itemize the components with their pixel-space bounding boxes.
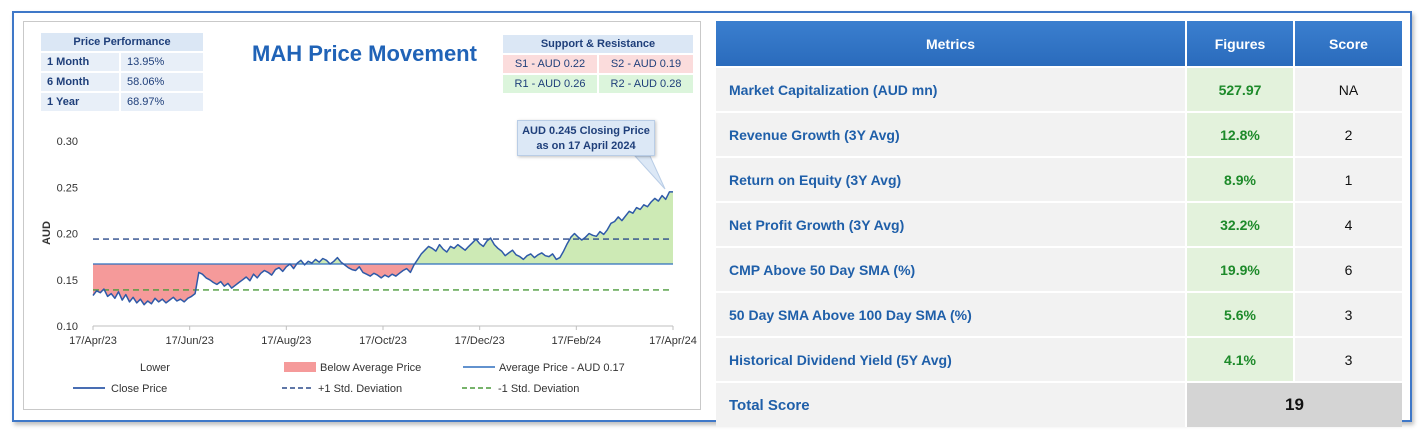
support-resistance-header: Support & Resistance [503,35,693,53]
table-row: 6 Month 58.06% [41,73,203,91]
metric-name: Historical Dividend Yield (5Y Avg) [716,336,1186,382]
price-performance-header: Price Performance [41,33,203,51]
x-tick-label: 17/Oct/23 [359,335,407,347]
metric-name: Revenue Growth (3Y Avg) [716,111,1186,157]
metric-score: 1 [1293,156,1402,202]
table-row: Market Capitalization (AUD mn) 527.97 NA [716,66,1402,112]
perf-value: 68.97% [121,93,203,111]
x-tick-label: 17/Apr/24 [649,335,697,347]
legend-label: -1 Std. Deviation [498,383,579,395]
x-tick-label: 17/Feb/24 [552,335,602,347]
metric-name: Return on Equity (3Y Avg) [716,156,1186,202]
metric-name: CMP Above 50 Day SMA (%) [716,246,1186,292]
metric-figure: 19.9% [1185,246,1294,292]
metrics-table: Metrics Figures Score Market Capitalizat… [716,21,1402,427]
metric-figure: 12.8% [1185,111,1294,157]
metrics-header: Metrics [716,21,1186,67]
y-tick-label: 0.10 [57,321,78,333]
y-tick-label: 0.30 [57,136,78,148]
perf-label: 1 Year [41,93,119,111]
metric-figure: 32.2% [1185,201,1294,247]
above-average-area [289,191,673,265]
perf-value: 13.95% [121,53,203,71]
total-row: Total Score 19 [716,381,1402,427]
y-tick-label: 0.20 [57,229,78,241]
total-score-value: 19 [1185,381,1402,427]
score-header: Score [1293,21,1402,67]
table-row: Revenue Growth (3Y Avg) 12.8% 2 [716,111,1402,157]
metric-score: 6 [1293,246,1402,292]
table-row: 1 Month 13.95% [41,53,203,71]
metric-figure: 8.9% [1185,156,1294,202]
legend-label: Average Price - AUD 0.17 [499,362,625,374]
table-row: 50 Day SMA Above 100 Day SMA (%) 5.6% 3 [716,291,1402,337]
perf-label: 6 Month [41,73,119,91]
x-tick-label: 17/Apr/23 [69,335,117,347]
resistance-1: R1 - AUD 0.26 [503,75,597,93]
metric-figure: 5.6% [1185,291,1294,337]
callout-pointer [633,155,666,190]
metric-figure: 527.97 [1185,66,1294,112]
metric-name: 50 Day SMA Above 100 Day SMA (%) [716,291,1186,337]
total-score-label: Total Score [716,381,1186,427]
below-average-area [93,264,673,305]
figures-header: Figures [1185,21,1294,67]
y-tick-label: 0.15 [57,275,78,287]
x-tick-label: 17/Dec/23 [455,335,505,347]
legend-label: Close Price [111,383,167,395]
metric-score: NA [1293,66,1402,112]
metric-score: 3 [1293,291,1402,337]
table-row: Return on Equity (3Y Avg) 8.9% 1 [716,156,1402,202]
closing-price-callout: AUD 0.245 Closing Price as on 17 April 2… [517,120,655,156]
legend-label: Below Average Price [320,362,421,374]
table-row: Net Profit Growth (3Y Avg) 32.2% 4 [716,201,1402,247]
metric-score: 2 [1293,111,1402,157]
perf-label: 1 Month [41,53,119,71]
x-tick-label: 17/Aug/23 [261,335,311,347]
metric-name: Net Profit Growth (3Y Avg) [716,201,1186,247]
metric-score: 3 [1293,336,1402,382]
metric-score: 4 [1293,201,1402,247]
callout-line-1: AUD 0.245 Closing Price [522,125,650,137]
x-tick-label: 17/Jun/23 [166,335,214,347]
perf-value: 58.06% [121,73,203,91]
price-performance-table: Price Performance 1 Month 13.95% 6 Month… [39,31,205,113]
legend-swatch-below [284,362,316,372]
resistance-2: R2 - AUD 0.28 [599,75,693,93]
legend-label: Lower [140,362,170,374]
callout-line-2: as on 17 April 2024 [536,140,636,152]
chart-title: MAH Price Movement [252,41,477,66]
support-2: S2 - AUD 0.19 [599,55,693,73]
metric-figure: 4.1% [1185,336,1294,382]
table-row: Historical Dividend Yield (5Y Avg) 4.1% 3 [716,336,1402,382]
close-price-line [92,191,673,306]
table-row: 1 Year 68.97% [41,93,203,111]
y-axis-label: AUD [41,221,53,245]
metric-name: Market Capitalization (AUD mn) [716,66,1186,112]
y-tick-label: 0.25 [57,182,78,194]
support-1: S1 - AUD 0.22 [503,55,597,73]
legend-label: +1 Std. Deviation [318,383,402,395]
support-resistance-table: Support & Resistance S1 - AUD 0.22 S2 - … [501,33,695,95]
table-row: CMP Above 50 Day SMA (%) 19.9% 6 [716,246,1402,292]
